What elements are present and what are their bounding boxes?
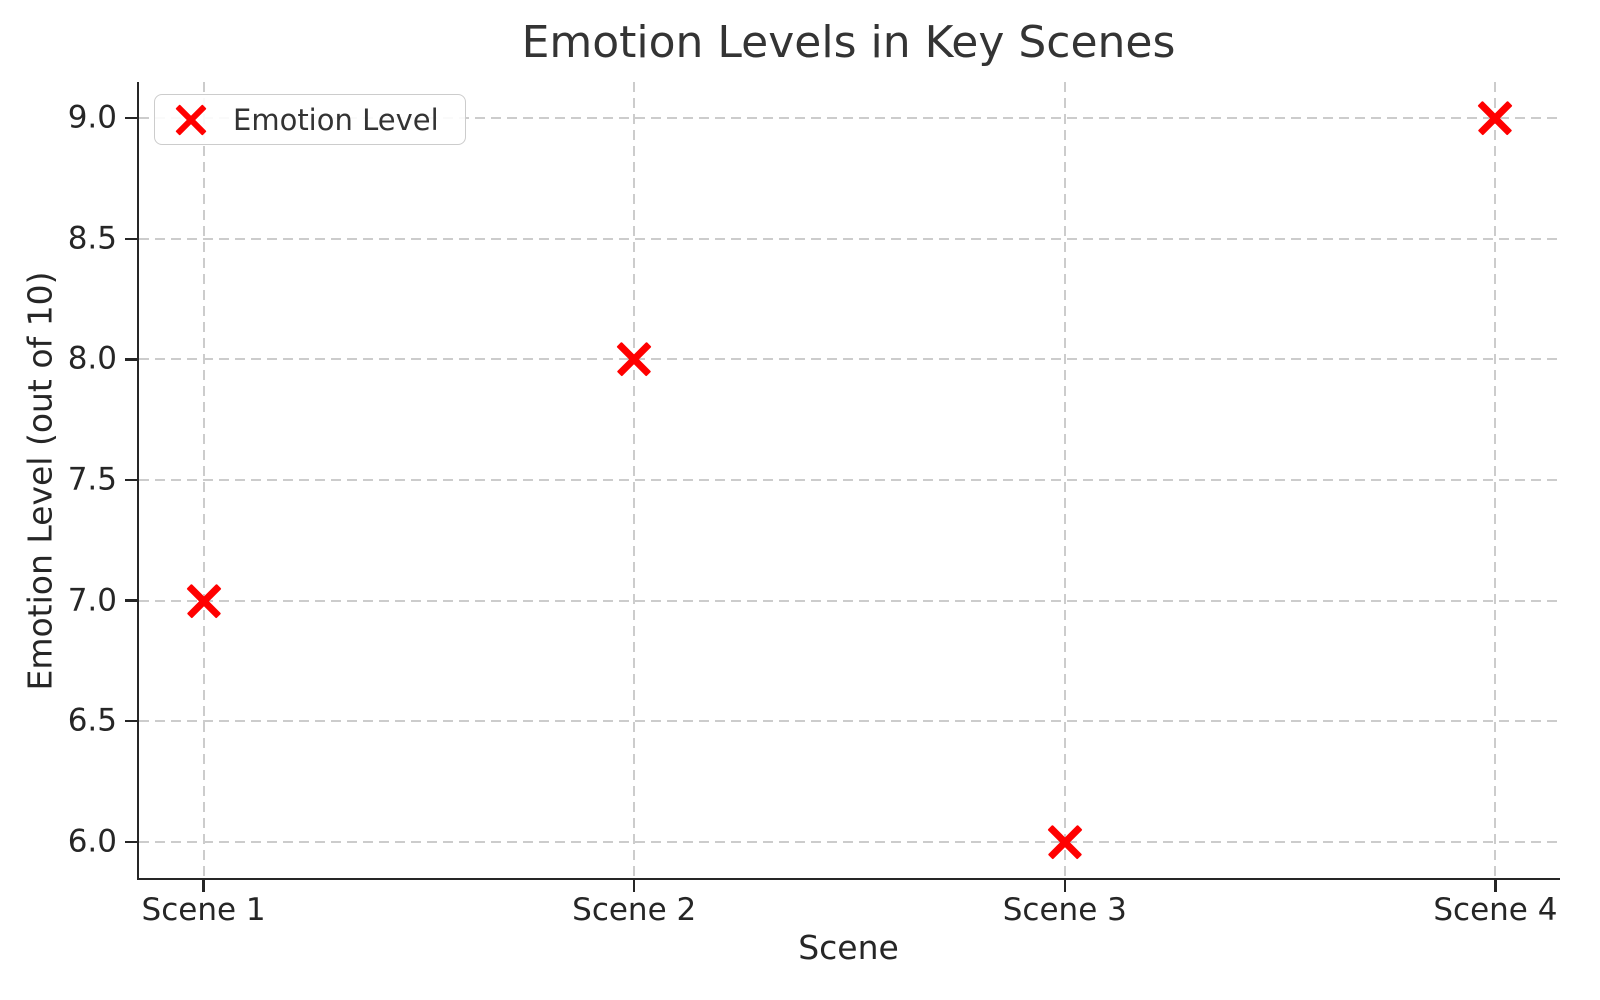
x-tick-label: Scene 3 xyxy=(1002,892,1127,928)
x-tick-mark xyxy=(1063,878,1067,892)
legend-label: Emotion Level xyxy=(233,102,439,137)
y-tick-mark xyxy=(125,358,139,361)
x-axis-label: Scene xyxy=(798,928,899,967)
y-tick-mark xyxy=(125,478,139,482)
gridline-vertical xyxy=(1063,82,1066,878)
x-tick-label: Scene 2 xyxy=(572,892,697,928)
y-tick-label: 8.0 xyxy=(67,340,117,377)
y-tick-label: 8.5 xyxy=(67,220,117,257)
data-point-marker-icon xyxy=(1049,826,1081,858)
legend: Emotion Level xyxy=(154,94,466,145)
gridline-vertical xyxy=(633,82,636,878)
gridline-horizontal xyxy=(139,720,1560,723)
y-tick-label: 6.5 xyxy=(67,702,117,739)
y-tick-mark xyxy=(125,237,139,241)
gridline-horizontal xyxy=(139,840,1560,843)
gridline-vertical xyxy=(1494,82,1497,878)
gridline-vertical xyxy=(202,82,205,878)
gridline-horizontal xyxy=(139,479,1560,481)
y-tick-mark xyxy=(125,599,139,602)
gridline-horizontal xyxy=(139,358,1560,361)
x-tick-mark xyxy=(202,878,205,892)
x-tick-label: Scene 4 xyxy=(1433,892,1558,928)
data-point-marker-icon xyxy=(188,585,220,617)
y-tick-mark xyxy=(125,116,139,120)
y-tick-mark xyxy=(125,840,139,844)
gridline-horizontal xyxy=(139,237,1560,240)
x-tick-mark xyxy=(632,878,636,892)
gridline-horizontal xyxy=(139,599,1560,602)
x-tick-label: Scene 1 xyxy=(141,892,266,928)
chart-title: Emotion Levels in Key Scenes xyxy=(521,17,1176,68)
plot-area: Emotion Level 6.0 6.5 7.0 7.5 8.0 8.5 9.0 Scene… xyxy=(68,82,1560,928)
x-tick-mark xyxy=(1494,878,1497,892)
y-tick-mark xyxy=(125,719,139,723)
y-axis-label: Emotion Level (out of 10) xyxy=(20,271,60,691)
y-tick-label: 7.5 xyxy=(67,461,117,498)
gridline-horizontal xyxy=(139,117,1560,120)
y-tick-label: 9.0 xyxy=(67,99,117,136)
legend-x-marker-icon xyxy=(175,104,207,136)
data-point-marker-icon xyxy=(1479,102,1511,134)
y-tick-label: 7.0 xyxy=(67,581,117,618)
y-tick-label: 6.0 xyxy=(67,823,117,860)
data-point-marker-icon xyxy=(618,343,650,375)
